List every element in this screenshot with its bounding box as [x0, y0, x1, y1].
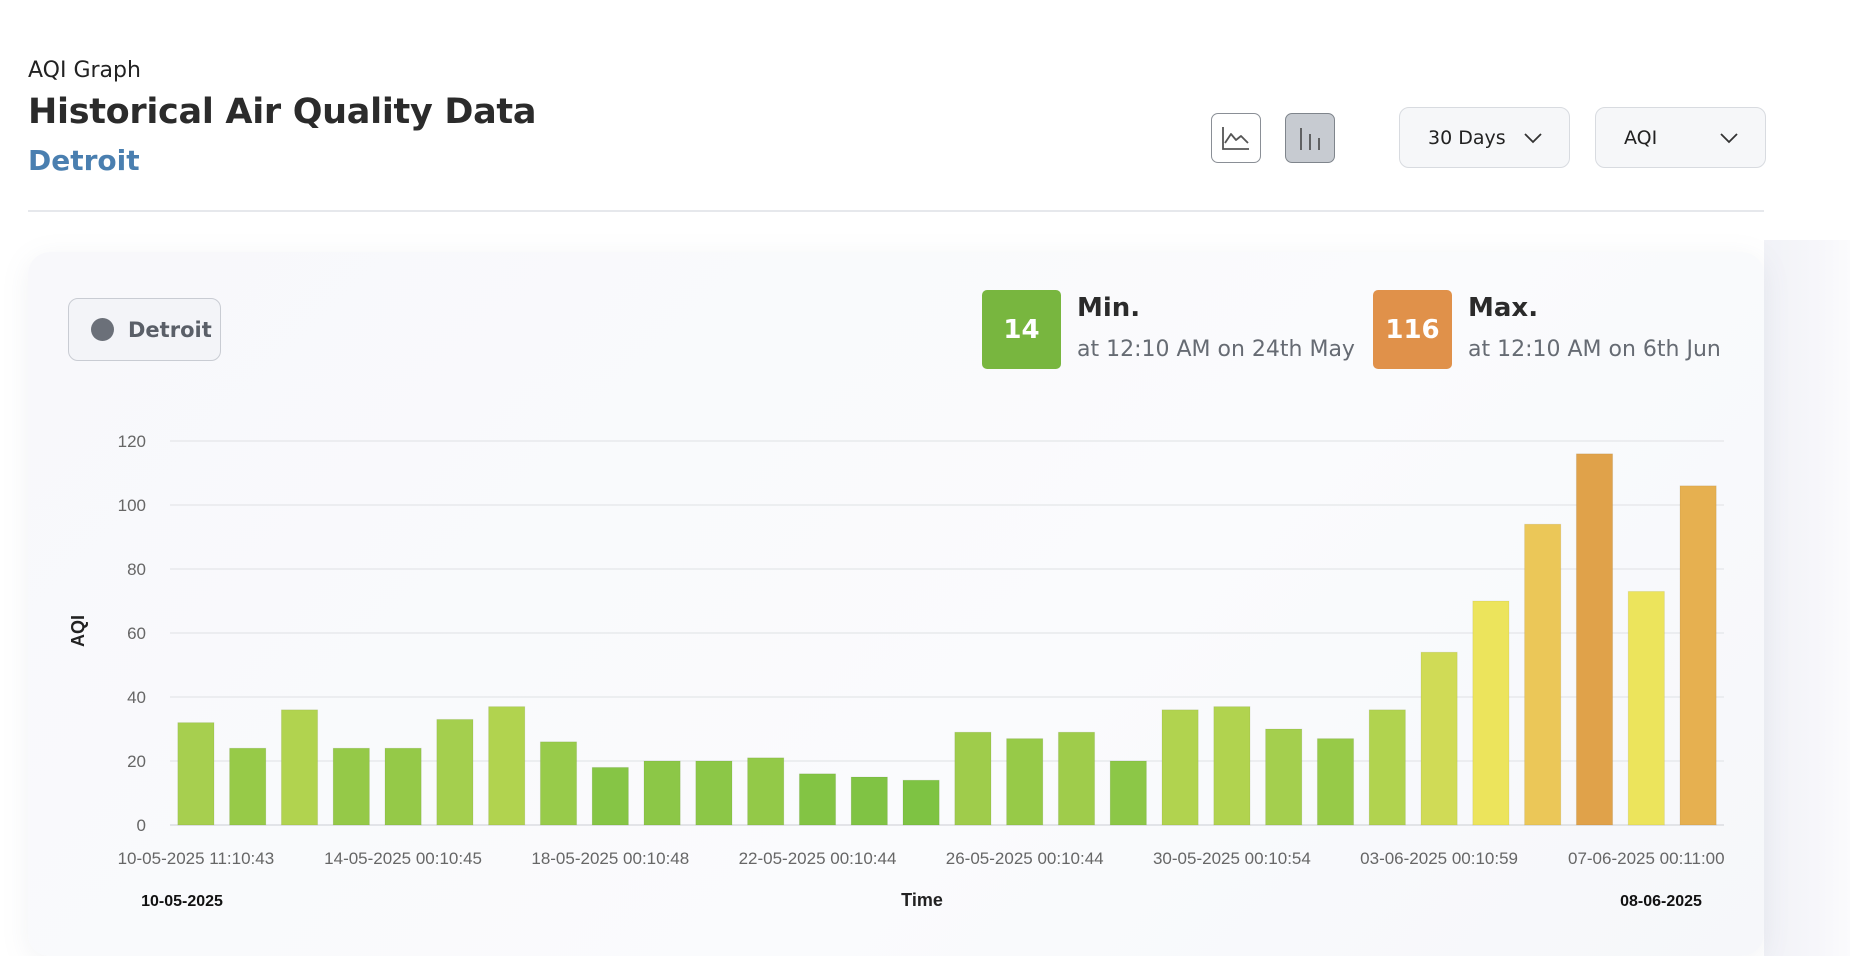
max-subtitle: at 12:10 AM on 6th Jun [1468, 337, 1721, 362]
legend-item-detroit[interactable]: Detroit [68, 298, 221, 361]
bar[interactable] [488, 706, 526, 826]
bar[interactable] [850, 776, 888, 826]
bar[interactable] [436, 718, 474, 826]
y-tick-label: 60 [127, 624, 146, 643]
chevron-down-icon [1720, 132, 1738, 143]
x-tick-label: 22-05-2025 00:10:44 [739, 849, 897, 868]
bar[interactable] [902, 779, 940, 826]
metric-select[interactable]: AQI [1595, 107, 1766, 168]
min-subtitle: at 12:10 AM on 24th May [1077, 337, 1355, 362]
bar[interactable] [1627, 590, 1665, 826]
bar[interactable] [539, 741, 578, 826]
legend-color-dot [91, 318, 114, 341]
bar[interactable] [332, 747, 370, 826]
y-tick-label: 120 [118, 432, 146, 451]
bar[interactable] [229, 747, 267, 826]
bar[interactable] [177, 722, 215, 826]
x-tick-label: 14-05-2025 00:10:45 [324, 849, 482, 868]
bar[interactable] [1161, 709, 1199, 826]
header-divider [28, 210, 1764, 212]
max-title: Max. [1468, 293, 1539, 323]
bar[interactable] [1213, 706, 1251, 826]
page-title: Historical Air Quality Data [28, 92, 537, 132]
max-value-badge: 116 [1373, 290, 1452, 369]
bar[interactable] [1109, 760, 1147, 826]
bar-chart-toggle-button[interactable] [1285, 113, 1335, 163]
bar[interactable] [591, 766, 629, 826]
metric-value: AQI [1624, 126, 1658, 149]
x-axis-title: Time [901, 890, 943, 910]
bar[interactable] [1472, 600, 1510, 826]
bar[interactable] [1057, 731, 1096, 826]
bar[interactable] [798, 773, 837, 826]
bar[interactable] [695, 760, 733, 826]
bar[interactable] [1420, 651, 1458, 826]
y-tick-label: 100 [118, 496, 146, 515]
x-tick-label: 03-06-2025 00:10:59 [1360, 849, 1518, 868]
y-tick-label: 0 [137, 816, 146, 835]
min-title: Min. [1077, 293, 1141, 323]
x-tick-label: 07-06-2025 00:11:00 [1568, 849, 1725, 868]
y-tick-label: 40 [127, 688, 146, 707]
page-edge-shade [1764, 240, 1850, 956]
bar[interactable] [954, 731, 992, 826]
page-overline: AQI Graph [28, 58, 141, 83]
x-tick-label: 18-05-2025 00:10:48 [531, 849, 689, 868]
range-end-label: 08-06-2025 [1620, 893, 1702, 910]
bar[interactable] [1265, 728, 1303, 826]
y-tick-label: 20 [127, 752, 146, 771]
bar[interactable] [384, 747, 422, 826]
x-tick-label: 26-05-2025 00:10:44 [946, 849, 1104, 868]
bar[interactable] [747, 757, 785, 826]
bar[interactable] [1679, 485, 1717, 826]
x-tick-label: 10-05-2025 11:10:43 [118, 849, 275, 868]
bar[interactable] [643, 760, 681, 826]
time-range-value: 30 Days [1428, 126, 1506, 149]
bar[interactable] [1316, 738, 1355, 826]
bar-chart-icon [1300, 128, 1320, 150]
range-start-label: 10-05-2025 [141, 893, 223, 910]
bar[interactable] [1368, 709, 1406, 826]
min-value-badge: 14 [982, 290, 1061, 369]
y-tick-label: 80 [127, 560, 146, 579]
x-tick-label: 30-05-2025 00:10:54 [1153, 849, 1311, 868]
line-chart-icon [1222, 127, 1249, 150]
bar[interactable] [1006, 738, 1044, 826]
chevron-down-icon [1524, 132, 1542, 143]
legend-label: Detroit [128, 317, 212, 342]
bar[interactable] [280, 709, 319, 826]
y-axis-title: AQI [68, 615, 88, 647]
city-name: Detroit [28, 144, 140, 177]
line-chart-toggle-button[interactable] [1211, 113, 1261, 163]
bar[interactable] [1524, 523, 1562, 826]
bar[interactable] [1575, 453, 1614, 826]
time-range-select[interactable]: 30 Days [1399, 107, 1570, 168]
